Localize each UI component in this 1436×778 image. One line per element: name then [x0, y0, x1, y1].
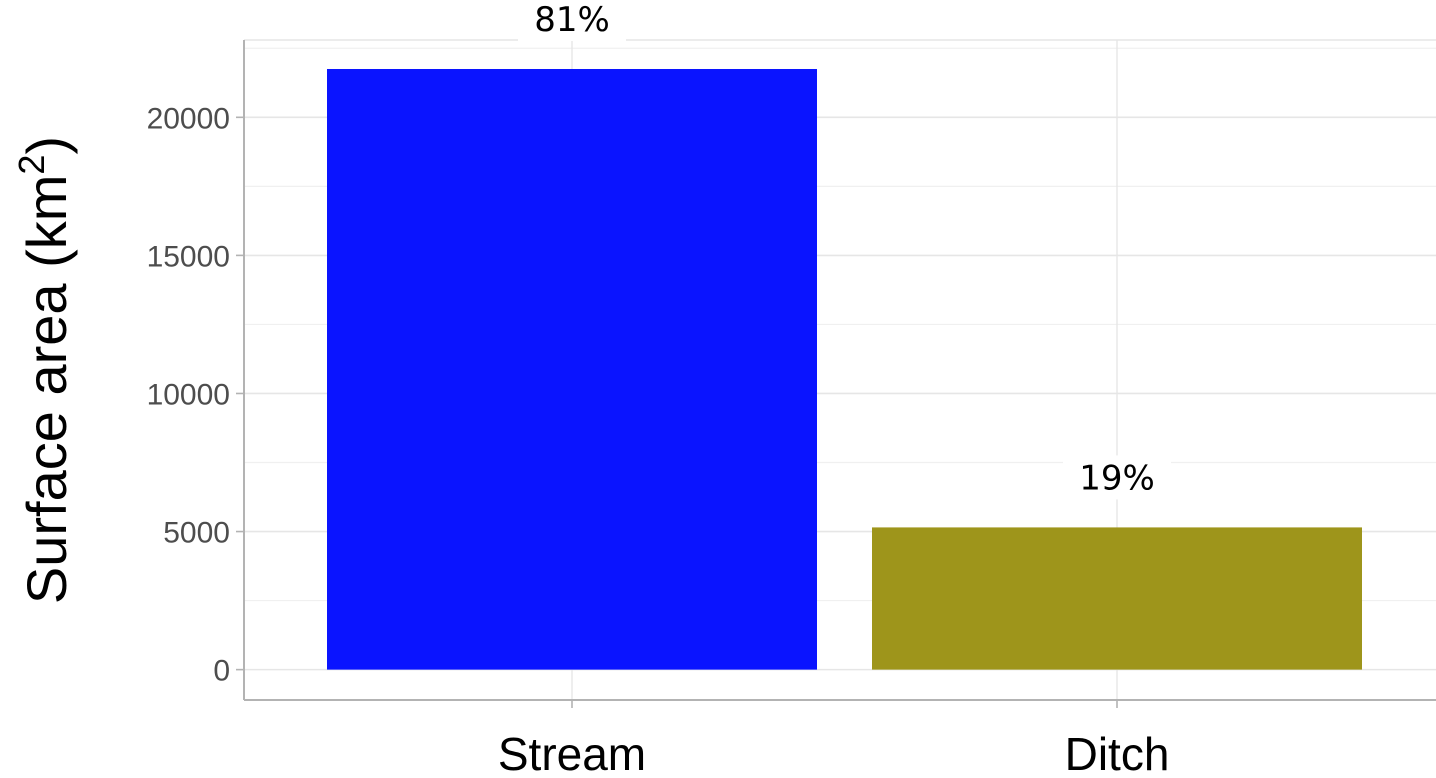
y-tick-label: 15000 — [147, 240, 230, 273]
x-tick-label-ditch: Ditch — [1065, 728, 1170, 778]
data-label-stream: 81% — [534, 0, 610, 40]
y-tick-label: 20000 — [147, 102, 230, 135]
x-tick-labels: Stream Ditch — [498, 700, 1170, 778]
data-label-background-stream — [518, 0, 626, 41]
y-axis-label-main: Surface area (km — [15, 175, 78, 605]
bar-ditch — [872, 527, 1362, 670]
x-tick-label-stream: Stream — [498, 728, 646, 778]
y-tick-label: 0 — [213, 655, 230, 688]
y-tick-labels: 0 5000 10000 15000 20000 — [147, 102, 244, 688]
bar-stream — [327, 68, 817, 670]
y-tick-label: 5000 — [163, 517, 230, 550]
bars — [327, 68, 1362, 670]
data-labels: 81% 19% — [518, 0, 1171, 500]
y-axis-label: Surface area (km2) — [11, 136, 78, 604]
y-axis-label-close: ) — [15, 136, 78, 155]
y-tick-label: 10000 — [147, 378, 230, 411]
data-label-background-ditch — [1063, 455, 1171, 500]
data-label-ditch: 19% — [1079, 458, 1155, 498]
axes — [243, 40, 1436, 701]
y-axis-label-superscript: 2 — [11, 155, 52, 175]
